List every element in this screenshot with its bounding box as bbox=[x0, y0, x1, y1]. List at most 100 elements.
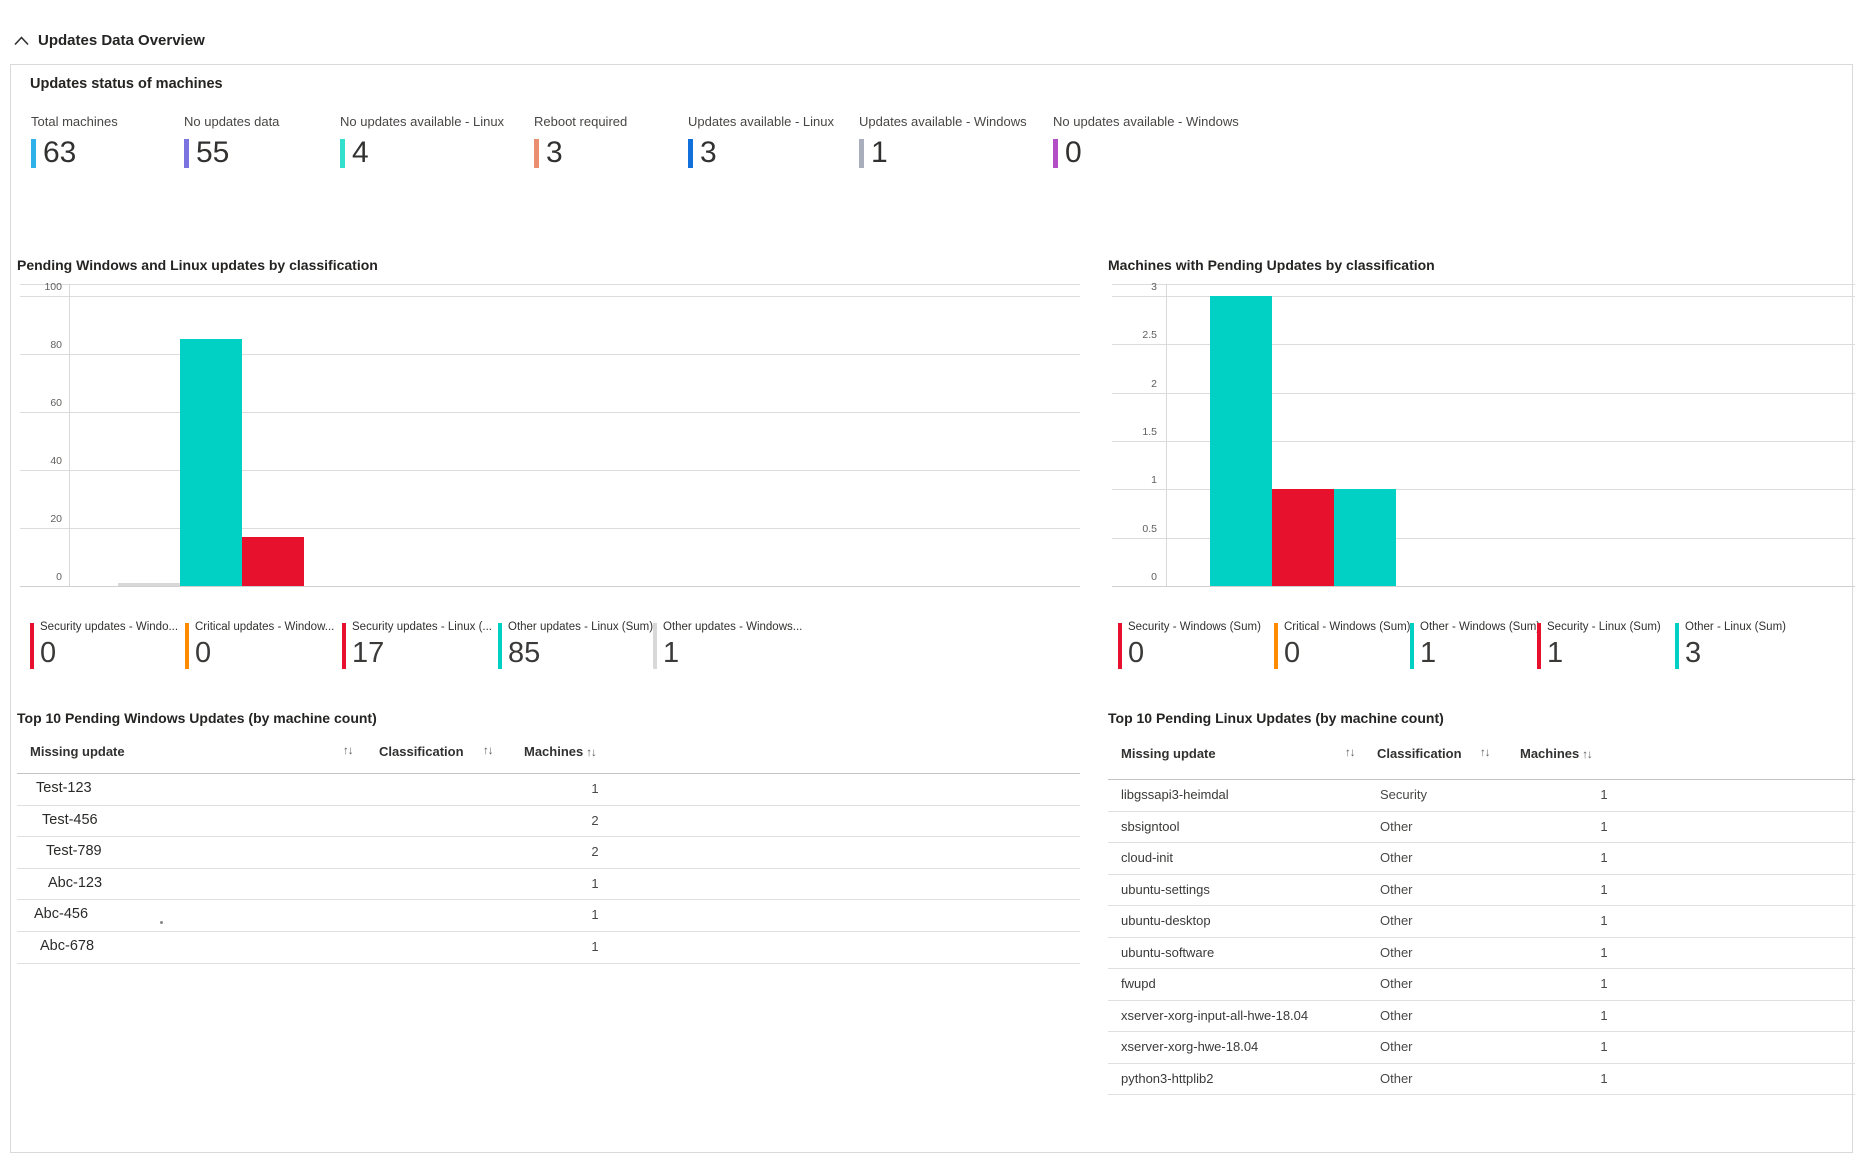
legend-label[interactable]: Security - Windows (Sum) bbox=[1128, 621, 1261, 633]
table-row[interactable]: xserver-xorg-hwe-18.04 Other 1 bbox=[1108, 1031, 1855, 1064]
legend-label[interactable]: Security - Linux (Sum) bbox=[1547, 621, 1661, 633]
kpi-color-bar bbox=[859, 139, 864, 168]
cell-missing-update: Test-789 bbox=[46, 843, 102, 860]
cell-machines: 1 bbox=[1600, 787, 1608, 802]
chart-bar[interactable] bbox=[1210, 296, 1272, 586]
legend-label[interactable]: Critical - Windows (Sum) bbox=[1284, 621, 1411, 633]
table-row[interactable]: python3-httplib2 Other 1 bbox=[1108, 1063, 1855, 1095]
legend-label[interactable]: Security updates - Windo... bbox=[40, 621, 179, 633]
stray-dot bbox=[160, 921, 163, 924]
y-tick-label: 1.5 bbox=[1142, 426, 1157, 438]
y-tick-label: 0.5 bbox=[1142, 523, 1157, 535]
chevron-up-icon[interactable] bbox=[14, 35, 29, 46]
column-header-classification[interactable]: Classification bbox=[379, 744, 464, 759]
kpi-color-bar bbox=[340, 139, 345, 168]
legend-label[interactable]: Security updates - Linux (... bbox=[352, 621, 492, 633]
table-row[interactable]: ubuntu-settings Other 1 bbox=[1108, 874, 1855, 906]
column-header-classification[interactable]: Classification bbox=[1377, 746, 1462, 761]
legend-value: 0 bbox=[40, 637, 57, 669]
legend-label[interactable]: Other updates - Linux (Sum) bbox=[508, 621, 654, 633]
legend-swatch bbox=[653, 623, 657, 669]
sort-icon[interactable]: ↑↓ bbox=[1582, 749, 1592, 761]
y-tick-label: 2 bbox=[1151, 378, 1157, 390]
table-row[interactable]: Abc-123 1 bbox=[17, 868, 1080, 901]
table-row[interactable]: Test-456 2 bbox=[17, 805, 1080, 838]
y-tick-label: 2.5 bbox=[1142, 329, 1157, 341]
table-row[interactable]: Test-123 1 bbox=[17, 773, 1080, 806]
y-tick-label: 80 bbox=[50, 339, 62, 351]
cell-missing-update: libgssapi3-heimdal bbox=[1121, 787, 1229, 802]
kpi-color-bar bbox=[1053, 139, 1058, 168]
cell-machines: 1 bbox=[1600, 818, 1608, 834]
sort-icon[interactable]: ↑↓ bbox=[343, 745, 353, 757]
cell-missing-update: ubuntu-software bbox=[1121, 944, 1215, 960]
column-header-missing-update[interactable]: Missing update bbox=[1121, 746, 1216, 761]
column-header-machines-label: Machines bbox=[1520, 746, 1580, 761]
sort-icon[interactable]: ↑↓ bbox=[586, 747, 596, 759]
kpi-tile-label: Updates available - Linux bbox=[688, 114, 834, 129]
overview-section-title[interactable]: Updates Data Overview bbox=[38, 32, 205, 49]
cell-machines: 1 bbox=[1600, 944, 1608, 960]
sort-icon[interactable]: ↑↓ bbox=[1345, 747, 1355, 759]
chart-bar[interactable] bbox=[242, 537, 304, 586]
table-row[interactable]: cloud-init Other 1 bbox=[1108, 842, 1855, 875]
column-header-machines[interactable]: Machines ↑↓ bbox=[524, 744, 597, 759]
cell-machines: 1 bbox=[591, 939, 599, 954]
cell-machines: 2 bbox=[591, 844, 599, 860]
table-row[interactable]: ubuntu-desktop Other 1 bbox=[1108, 905, 1855, 938]
table-row[interactable]: fwupd Other 1 bbox=[1108, 968, 1855, 1001]
y-tick-label: 40 bbox=[50, 455, 62, 467]
table-header-divider bbox=[17, 773, 1080, 774]
column-header-machines[interactable]: Machines ↑↓ bbox=[1520, 746, 1593, 761]
cell-missing-update: Test-456 bbox=[42, 811, 98, 828]
legend-value: 3 bbox=[1685, 637, 1702, 669]
cell-missing-update: ubuntu-desktop bbox=[1121, 913, 1211, 928]
legend-label[interactable]: Other - Linux (Sum) bbox=[1685, 621, 1786, 633]
cell-classification: Other bbox=[1380, 913, 1413, 928]
chart-bar[interactable] bbox=[1334, 489, 1396, 586]
table-row[interactable]: Abc-678 1 bbox=[17, 931, 1080, 964]
y-gridline bbox=[1112, 489, 1855, 490]
legend-value: 85 bbox=[508, 637, 541, 669]
legend-value: 17 bbox=[352, 637, 385, 669]
cell-machines: 1 bbox=[1600, 1007, 1608, 1023]
cell-missing-update: Abc-456 bbox=[34, 906, 89, 923]
table-row[interactable]: ubuntu-software Other 1 bbox=[1108, 937, 1855, 969]
cell-missing-update: sbsigntool bbox=[1121, 818, 1180, 834]
table-row[interactable]: Abc-456 1 bbox=[17, 899, 1080, 932]
cell-missing-update: cloud-init bbox=[1121, 850, 1174, 865]
kpi-color-bar bbox=[31, 139, 36, 168]
legend-label[interactable]: Other - Windows (Sum) bbox=[1420, 621, 1541, 633]
chart-bar[interactable] bbox=[180, 339, 242, 586]
cell-classification: Other bbox=[1380, 850, 1413, 865]
y-gridline bbox=[1112, 538, 1855, 539]
legend-label[interactable]: Critical updates - Window... bbox=[195, 621, 335, 633]
chart-bar[interactable] bbox=[118, 583, 180, 586]
table-title-linux-updates: Top 10 Pending Linux Updates (by machine… bbox=[1108, 710, 1444, 726]
kpi-tile-label: Reboot required bbox=[534, 114, 628, 129]
column-header-missing-update[interactable]: Missing update bbox=[30, 744, 125, 759]
collapse-header: Updates Data Overview bbox=[14, 32, 205, 49]
sort-icon[interactable]: ↑↓ bbox=[1480, 747, 1490, 759]
kpi-tile-value: 1 bbox=[871, 136, 888, 169]
legend-swatch bbox=[1274, 623, 1278, 669]
legend-swatch bbox=[1410, 623, 1414, 669]
kpi-tile-label: Updates available - Windows bbox=[859, 114, 1027, 129]
cell-classification: Other bbox=[1380, 944, 1413, 960]
legend-swatch bbox=[30, 623, 34, 669]
y-tick-label: 1 bbox=[1151, 474, 1157, 486]
cell-classification: Other bbox=[1380, 818, 1413, 834]
sort-icon[interactable]: ↑↓ bbox=[483, 745, 493, 757]
table-row[interactable]: Test-789 2 bbox=[17, 836, 1080, 869]
table-row[interactable]: sbsigntool Other 1 bbox=[1108, 811, 1855, 843]
y-gridline bbox=[1112, 441, 1855, 442]
table-row[interactable]: libgssapi3-heimdal Security 1 bbox=[1108, 779, 1855, 812]
cell-missing-update: xserver-xorg-input-all-hwe-18.04 bbox=[1121, 1007, 1309, 1023]
chart-bar[interactable] bbox=[1272, 489, 1334, 586]
legend-label[interactable]: Other updates - Windows... bbox=[663, 621, 803, 633]
y-gridline bbox=[1112, 344, 1855, 345]
chart-area-top-border bbox=[1112, 284, 1855, 285]
table-row[interactable]: xserver-xorg-input-all-hwe-18.04 Other 1 bbox=[1108, 1000, 1855, 1032]
cell-machines: 2 bbox=[591, 812, 599, 828]
y-gridline bbox=[20, 354, 1080, 355]
